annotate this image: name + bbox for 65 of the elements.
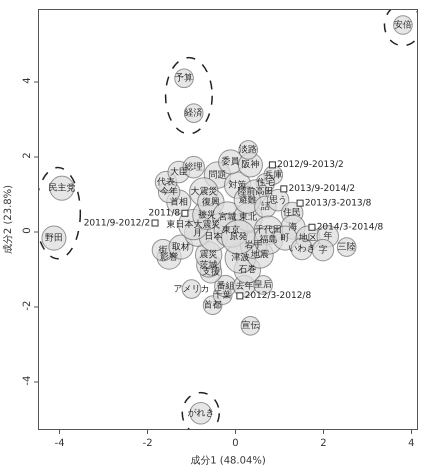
data-label: 海	[288, 221, 298, 232]
data-label: 町	[280, 233, 290, 244]
x-axis-title: 成分1 (48.04%)	[190, 454, 266, 466]
data-label: 野田	[44, 232, 63, 244]
data-label: 避難	[238, 194, 256, 206]
y-tick-label: -4	[22, 376, 33, 386]
data-label: 首都	[204, 299, 222, 310]
y-tick-label: -2	[22, 300, 33, 311]
data-label: 番組	[216, 280, 234, 292]
y-tick-label: 2	[22, 152, 33, 159]
y-tick-label: 0	[22, 227, 33, 234]
data-label: 首相	[170, 196, 188, 208]
x-tick-label: 2	[320, 438, 327, 449]
data-label: 今年	[160, 186, 178, 198]
data-label: 予算	[175, 72, 194, 84]
data-label: 石巻	[238, 264, 256, 276]
data-label: がれき	[187, 408, 214, 418]
data-label: 安倍	[394, 19, 412, 30]
data-label: 宮城	[218, 211, 237, 222]
data-label: 2013/3-2013/8	[304, 198, 372, 208]
data-label: アメリカ	[174, 284, 210, 294]
x-tick-label: 4	[408, 438, 414, 449]
data-label: 2011/8	[148, 208, 180, 219]
data-label: 月	[193, 228, 202, 238]
data-label: 字	[318, 244, 328, 256]
data-label: 日本	[204, 231, 222, 242]
data-label: 2014/3-2014/8	[316, 222, 384, 232]
data-label: 東日本大震災	[166, 218, 221, 230]
data-label: 三陸	[338, 241, 356, 252]
data-label: 住民	[283, 207, 302, 218]
data-label: 思う	[268, 194, 288, 206]
x-tick-label: 0	[232, 438, 239, 449]
y-tick-label: 4	[22, 77, 33, 84]
data-label: 2013/9-2014/2	[288, 184, 356, 194]
data-label: 話	[260, 201, 270, 212]
data-label: 皇后	[254, 279, 272, 290]
data-label: 代表	[156, 176, 176, 188]
data-label: 復興	[202, 196, 220, 208]
data-label: 問題	[208, 169, 226, 180]
data-label: 阪神	[241, 159, 260, 170]
x-tick-label: -2	[142, 438, 153, 449]
y-axis-title: 成分2 (23.8%)	[2, 184, 14, 254]
data-label: 津波	[231, 252, 250, 264]
data-label: 大震災	[190, 186, 218, 198]
data-label: 民主党	[48, 182, 76, 194]
data-label: 取材	[172, 241, 190, 252]
data-label: 2011/9-2012/2	[84, 218, 150, 228]
data-label: 原発	[230, 231, 248, 242]
data-label: 2012/9-2013/2	[277, 160, 344, 170]
data-label: 千代田	[254, 224, 282, 236]
data-label: 地区	[298, 232, 317, 244]
data-label: 経済	[184, 107, 203, 118]
data-label: 去年	[235, 280, 254, 292]
data-label: 2012/3-2012/8	[244, 291, 312, 302]
data-label: 淡路	[239, 144, 258, 156]
data-label: 千葉	[214, 289, 232, 300]
data-label: 年	[323, 230, 332, 242]
data-label: 地震	[250, 249, 270, 260]
x-tick-label: -4	[54, 438, 65, 449]
data-label: 委員	[222, 156, 240, 168]
data-label: 宣伝	[241, 320, 260, 332]
data-label: 被災	[198, 209, 216, 220]
data-label: 東北	[239, 211, 258, 222]
data-label: 兵庫	[264, 169, 282, 180]
data-label: 震災	[200, 249, 218, 260]
